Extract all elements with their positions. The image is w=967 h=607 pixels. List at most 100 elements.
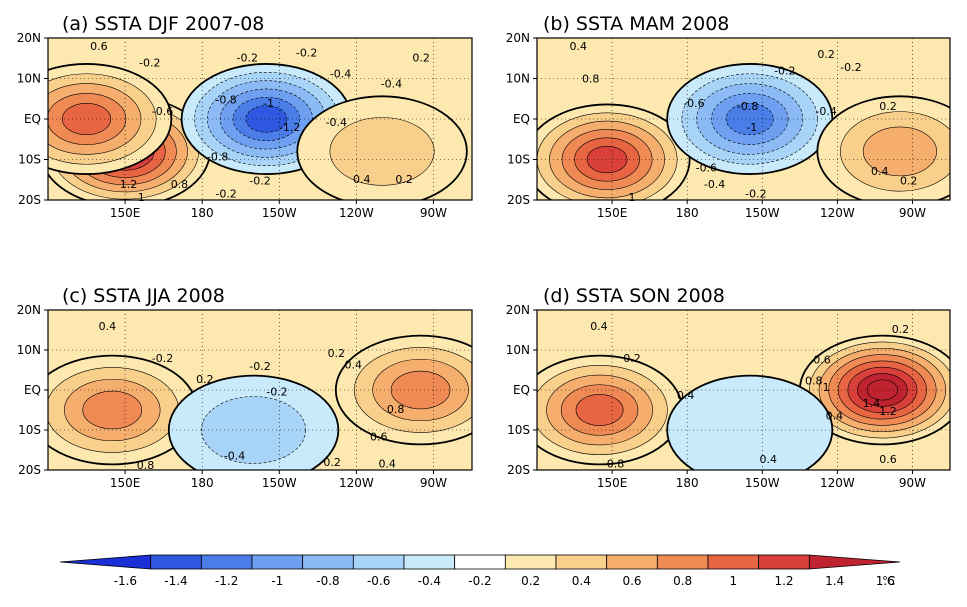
contour-label: 0.2 [323,456,341,469]
colorbar-segment [555,554,608,570]
anomaly-fill [48,334,472,470]
lat-label: 10S [18,153,41,167]
contour-label: 0.8 [607,458,625,471]
colorbar-label: 1 [730,574,738,588]
anomaly-contour [329,117,435,186]
lon-label: 150W [745,476,780,490]
contour-labels: 0.4 0.8 -0.2 -0.2 -0.6 -0.8 -1 -0.4 -0.6 -0.4 -0.2… [570,40,918,204]
colorbar-segment [504,554,557,570]
contour-label: -0.4 [704,178,725,191]
anomaly-contour [201,396,307,464]
contour-label: -0.2 [249,175,270,188]
contour-label: -0.4 [381,77,402,90]
panel-title: (a) SSTA DJF 2007-08 [62,13,264,35]
colorbar-segment [251,554,304,570]
contour-label: 1 [823,381,830,394]
lon-label: 150E [597,206,628,220]
panel-title: (d) SSTA SON 2008 [543,285,725,307]
lat-label: 10S [507,423,530,437]
contour-label: 1.4 [863,397,881,410]
colorbar-label: -1 [271,574,283,588]
panel-b: (b) SSTA MAM 2008 0.4 0.8 -0.2 -0.2 -0.6 -0.8… [506,13,951,220]
graticule: 20N 10N EQ 10S 20S 150E 180 150W 120W 90W [17,303,472,490]
contour-label: 0.4 [570,40,588,53]
contour-label: 0.4 [378,458,396,471]
lat-label: 20N [506,303,530,317]
lon-label: 150E [597,476,628,490]
contour-label: 0.2 [196,373,214,386]
colorbar-label: 1.4 [825,574,844,588]
lon-label: 90W [420,476,447,490]
lat-label: 10N [17,72,41,86]
colorbar-label: -1.6 [114,574,137,588]
colorbar-segment [59,554,152,570]
colorbar-unit: ℃ [882,574,895,588]
contour-label: 1.2 [120,178,138,191]
lat-label: 20S [507,463,530,477]
colorbar-label: 0.6 [622,574,641,588]
lon-label: 150W [262,206,297,220]
contour-label: -1 [746,121,757,134]
contour-label: -1 [263,97,274,110]
contour-label: 1.2 [879,405,897,418]
colorbar-segment [656,554,709,570]
contour-label: -0.4 [330,68,351,81]
lat-label: 10N [506,343,530,357]
lon-label: 120W [820,476,855,490]
contour-label: 0.6 [813,354,831,367]
contour-label: 0.4 [345,358,363,371]
colorbar-segment [707,554,760,570]
contour-label: -0.4 [326,116,347,129]
colorbar-label: 1.6 [876,574,895,588]
contour-label: -0.2 [296,47,317,60]
contour-label: 0.2 [892,323,910,336]
contour-label: 0.6 [90,40,108,53]
lat-label: EQ [513,383,530,397]
lon-label: 120W [820,206,855,220]
graticule: 20N 10N EQ 10S 20S 150E 180 150W 120W 90W [17,31,472,220]
contour-label: -0.2 [139,56,160,69]
contour-labels: 0.6 -0.2 -0.2 -0.2 -0.4 -0.4 -0.6 -0.8 -1 -1.2 -0.… [90,40,430,204]
anomaly-fill [537,63,950,200]
contour-label: 0.8 [387,403,405,416]
colorbar-segment [454,554,506,570]
colorbar-label: -0.2 [468,574,491,588]
contour-label: 0.8 [137,459,155,472]
panel-a: (a) SSTA DJF 2007-08 0.6 -0.2 -0.2 -0.2 -0.4… [17,13,473,220]
lon-label: 120W [339,206,374,220]
lat-label: 10S [18,423,41,437]
contour-label: 0.4 [760,453,778,466]
contour-label: 0.4 [826,410,844,423]
colorbar: -1.6 -1.4 -1.2 -1 -0.8 -0.6 -0.4 -0.2 0.2 0.4 0.6 0… [59,554,901,588]
colorbar-segment [150,554,202,570]
anomaly-contour [666,374,834,470]
colorbar-segment [302,554,354,570]
contour-label: -1.2 [279,121,300,134]
lon-label: 90W [420,206,447,220]
lat-label: 10N [17,343,41,357]
graticule: 20N 10N EQ 10S 20S 150E 180 150W 120W 90W [506,303,950,490]
contour-label: -0.4 [224,450,245,463]
contour-label: 0.2 [879,100,897,113]
lat-label: 20N [17,303,41,317]
lon-label: 180 [191,476,214,490]
contour-label: -0.6 [152,105,173,118]
colorbar-label: 0.8 [673,574,692,588]
lat-label: 20S [18,193,41,207]
contour-label: -0.6 [696,162,717,175]
panel-title: (c) SSTA JJA 2008 [62,285,225,307]
contour-label: 0.2 [395,173,413,186]
panel-title: (b) SSTA MAM 2008 [543,13,729,35]
contour-label: 0.2 [623,352,641,365]
contour-label: 0.2 [817,48,835,61]
contour-labels: 0.4-0.20.2-0.2-0.20.20.40.80.6-0.4 0.2 0.4… [99,320,405,472]
lat-label: 20S [507,193,530,207]
colorbar-segment [200,554,253,570]
contour-label: -0.2 [745,188,766,201]
colorbar-label: -1.2 [215,574,238,588]
contour-label: -0.2 [774,64,795,77]
contour-label: -0.2 [266,386,287,399]
contour-label: -0.8 [737,100,758,113]
contour-label: -0.4 [815,105,836,118]
contour-label: 0.2 [328,347,346,360]
